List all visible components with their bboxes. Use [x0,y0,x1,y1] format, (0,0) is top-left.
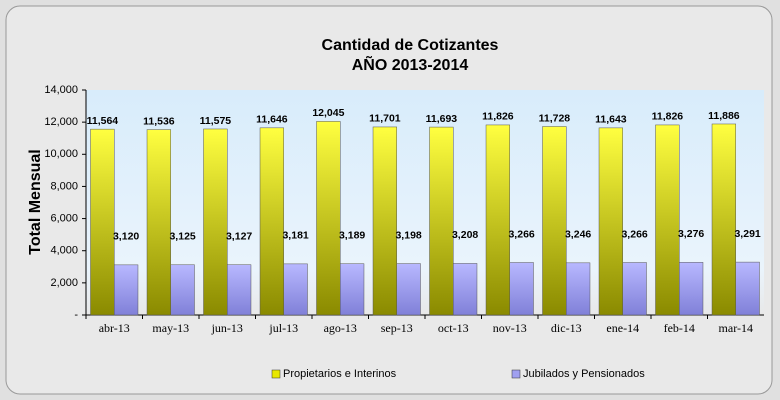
y-tick-label: - [74,309,78,321]
data-label: 3,291 [734,228,760,240]
bar [453,263,478,316]
bar [396,263,421,316]
data-label: 11,826 [482,111,514,123]
data-label: 3,189 [339,230,365,242]
legend-swatch [271,369,281,379]
legend-label: Propietarios e Interinos [283,368,397,380]
data-label: 11,693 [426,113,458,125]
bar [679,262,704,316]
data-label: 11,701 [369,113,401,125]
data-label: 3,246 [565,229,591,241]
x-tick-label: abr-13 [99,321,130,335]
legend-swatch [511,369,521,379]
bar [711,123,737,316]
y-tick-label: 2,000 [50,277,78,289]
bar [259,127,284,316]
data-label: 11,643 [595,114,627,126]
data-label: 11,575 [200,115,232,127]
data-label: 3,276 [678,228,704,240]
data-label: 3,120 [113,231,139,243]
bar [566,262,591,316]
data-label: 11,826 [652,111,684,123]
bar [509,262,534,316]
data-label: 3,181 [282,230,308,242]
bar [316,121,341,316]
x-tick-label: may-13 [152,321,189,335]
bar [485,124,510,316]
bar [542,126,567,316]
y-axis-label: Total Mensual [27,149,44,255]
x-tick-label: ago-13 [324,321,357,335]
bar [598,127,624,316]
y-tick-label: 12,000 [44,116,78,128]
bar [429,126,454,316]
x-tick-label: jul-13 [268,321,298,335]
x-tick-label: dic-13 [551,321,582,335]
y-tick-label: 4,000 [50,245,78,257]
bar [372,126,397,316]
data-label: 3,266 [508,228,534,240]
data-label: 3,127 [226,231,252,243]
data-label: 12,045 [312,107,344,119]
data-label: 11,886 [708,110,740,122]
data-label: 11,536 [143,115,175,127]
data-label: 3,208 [452,229,478,241]
bar [735,261,760,316]
y-tick-label: 6,000 [50,212,78,224]
bar [622,262,647,316]
data-label: 3,198 [395,229,421,241]
x-tick-label: feb-14 [664,321,695,335]
x-tick-label: oct-13 [438,321,469,335]
bar [114,264,139,316]
bar [227,264,252,316]
x-tick-label: mar-14 [719,321,753,335]
plot-area [86,90,764,315]
y-tick-label: 10,000 [44,148,78,160]
bar [655,124,680,316]
x-tick-label: sep-13 [381,321,413,335]
chart-subtitle: AÑO 2013-2014 [352,54,469,74]
data-label: 11,564 [87,115,119,127]
x-tick-label: nov-13 [493,321,527,335]
bar [170,264,195,316]
data-label: 11,728 [539,112,571,124]
bar [340,263,365,316]
bar [283,263,308,316]
bar [203,128,228,316]
data-label: 11,646 [256,114,288,126]
legend-label: Jubilados y Pensionados [523,368,645,380]
x-tick-label: jun-13 [211,321,243,335]
y-tick-label: 8,000 [50,180,78,192]
bar [90,128,115,316]
data-label: 3,266 [621,228,647,240]
data-label: 3,125 [169,231,195,243]
chart-title: Cantidad de Cotizantes [322,37,499,54]
x-tick-label: ene-14 [606,321,639,335]
y-tick-label: 14,000 [44,84,78,96]
bar [146,129,172,316]
